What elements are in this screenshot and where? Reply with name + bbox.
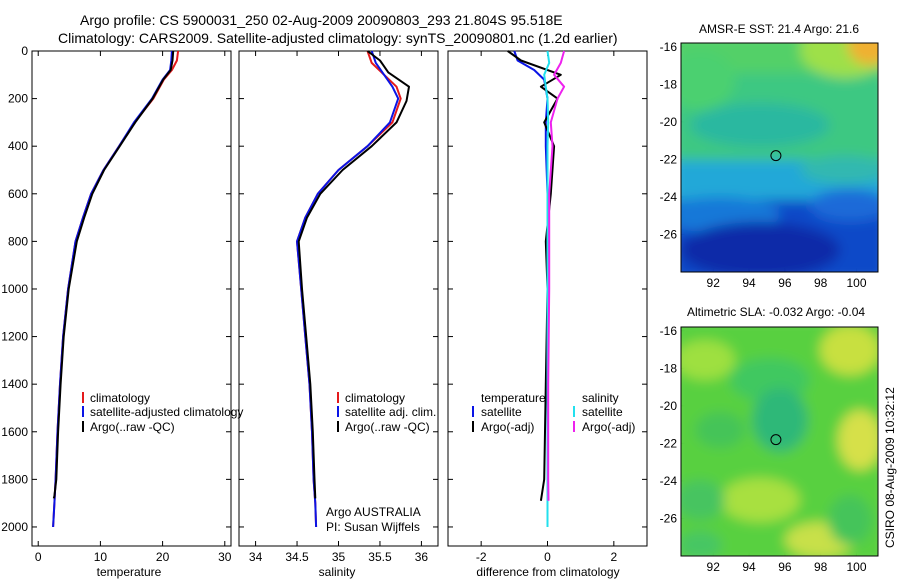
legend-label-temp-satellite: satellite [481, 405, 522, 419]
map-y-tick-label: -18 [660, 77, 678, 91]
title-line-2: Climatology: CARS2009. Satellite-adjuste… [58, 30, 618, 46]
legend-label-temp-argo: Argo(-adj) [481, 420, 534, 434]
y-tick-label: 1800 [1, 472, 28, 486]
title-line-1: Argo profile: CS 5900031_250 02-Aug-2009… [80, 12, 563, 28]
x-tick-label: 34 [249, 550, 263, 564]
x-tick-label: 34.5 [285, 550, 309, 564]
map-x-tick-label: 92 [707, 560, 721, 574]
x-tick-label: 2 [610, 550, 617, 564]
salinity-axes [238, 50, 439, 547]
map-y-tick-label: -20 [660, 115, 678, 129]
legend-label-satellite: satellite-adjusted climatology [90, 405, 243, 419]
x-tick-label: -2 [476, 550, 487, 564]
profile-line-climatology [52, 50, 180, 528]
legend-label-sal-argo: Argo(-adj) [582, 420, 635, 434]
map-y-tick-label: -24 [660, 474, 678, 488]
legend-label-argo: Argo(..raw -QC) [345, 420, 430, 434]
salinity-xlabel: salinity [319, 565, 356, 579]
credit-pi: PI: Susan Wijffels [326, 520, 420, 534]
y-tick-label: 400 [8, 139, 28, 153]
map-x-tick-label: 98 [814, 276, 828, 290]
x-tick-label: 30 [218, 550, 232, 564]
sla-map-frame [680, 326, 879, 557]
map-x-tick-label: 94 [742, 560, 756, 574]
map-y-tick-label: -22 [660, 436, 678, 450]
difference-legend: temperature satellite Argo(-adj) salinit… [472, 391, 635, 434]
csiro-timestamp: CSIRO 08-Aug-2009 10:32:12 [883, 387, 897, 548]
sst-map-title: AMSR-E SST: 21.4 Argo: 21.6 [699, 22, 859, 36]
legend-label-climatology: climatology [90, 391, 150, 405]
map-y-tick-label: -16 [660, 40, 678, 54]
map-y-tick-label: -20 [660, 399, 678, 413]
sla-float-position-marker [770, 434, 782, 446]
temperature-xlabel: temperature [97, 565, 162, 579]
x-tick-label: 10 [94, 550, 108, 564]
profile-line-satellite [513, 50, 549, 527]
map-y-tick-label: -26 [660, 227, 678, 241]
y-tick-label: 1400 [1, 377, 28, 391]
y-tick-label: 0 [21, 44, 28, 58]
profile-line-argo-adj [507, 50, 562, 501]
y-tick-label: 1000 [1, 282, 28, 296]
x-tick-label: 35 [332, 550, 346, 564]
legend-label-argo: Argo(..raw -QC) [90, 420, 175, 434]
map-y-tick-label: -22 [660, 152, 678, 166]
profile-line-argo-raw-qc [52, 50, 175, 499]
difference-xlabel: difference from climatology [476, 565, 619, 579]
y-tick-label: 1600 [1, 425, 28, 439]
sla-map-title: Altimetric SLA: -0.032 Argo: -0.04 [687, 305, 865, 319]
y-tick-label: 1200 [1, 330, 28, 344]
y-tick-label: 800 [8, 234, 28, 248]
map-x-tick-label: 92 [707, 276, 721, 290]
x-tick-label: 36 [415, 550, 429, 564]
x-tick-label: 35.5 [368, 550, 392, 564]
sst-float-position-marker [770, 150, 782, 162]
temperature-legend: climatology satellite-adjusted climatolo… [82, 391, 243, 434]
profile-line-argo-raw-qc [297, 50, 410, 499]
legend-heading-temperature: temperature [481, 391, 546, 405]
profile-line-satellite-adjusted-climatology [52, 50, 173, 528]
profile-line-satellite-adj-clim [296, 50, 400, 528]
map-x-tick-label: 98 [814, 560, 828, 574]
map-x-tick-label: 94 [742, 276, 756, 290]
credit-argo-australia: Argo AUSTRALIA [326, 505, 421, 519]
salinity-legend: climatology satellite adj. clim. Argo(..… [337, 391, 436, 434]
x-tick-label: 0 [544, 550, 551, 564]
sst-heatmap [681, 43, 878, 272]
profile-lines [52, 50, 566, 528]
legend-heading-salinity: salinity [582, 391, 619, 405]
map-x-tick-label: 100 [846, 276, 866, 290]
y-tick-label: 2000 [1, 520, 28, 534]
temperature-axes [31, 50, 232, 547]
x-tick-label: 20 [156, 550, 170, 564]
x-tick-label: 0 [35, 550, 42, 564]
legend-label-sal-satellite: satellite [582, 405, 623, 419]
map-x-tick-label: 100 [846, 560, 866, 574]
map-y-tick-label: -16 [660, 324, 678, 338]
legend-label-satellite: satellite adj. clim. [345, 405, 436, 419]
sla-heatmap [681, 327, 878, 556]
y-tick-label: 200 [8, 92, 28, 106]
map-y-tick-label: -18 [660, 361, 678, 375]
legend-label-climatology: climatology [345, 391, 405, 405]
map-x-tick-label: 96 [778, 560, 792, 574]
map-x-tick-label: 96 [778, 276, 792, 290]
profile-line-argo-adj [547, 50, 566, 501]
sst-map-frame [680, 42, 879, 273]
map-y-tick-label: -24 [660, 190, 678, 204]
y-tick-label: 600 [8, 187, 28, 201]
map-y-tick-label: -26 [660, 511, 678, 525]
